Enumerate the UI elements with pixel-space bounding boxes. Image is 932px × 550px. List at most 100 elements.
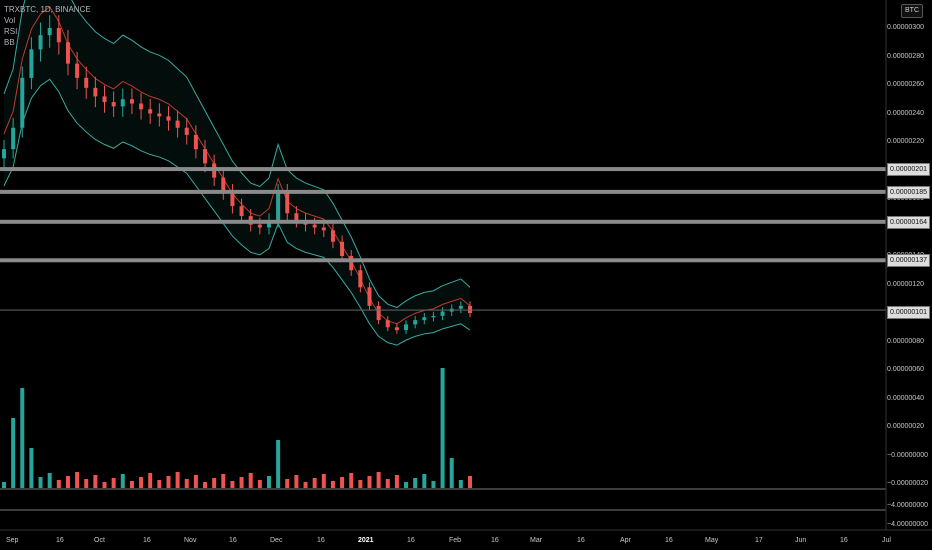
- candle-body: [139, 103, 144, 110]
- candle-body: [431, 315, 436, 318]
- volume-bar: [303, 482, 308, 488]
- candle-body: [257, 224, 262, 228]
- candle-body: [321, 227, 326, 231]
- candle-body: [358, 270, 363, 288]
- price-axis-label: 0.00000020: [887, 423, 924, 430]
- candle-body: [203, 149, 208, 164]
- volume-bar: [285, 479, 290, 488]
- volume-bar: [294, 475, 299, 488]
- time-axis-label: 2021: [358, 537, 374, 544]
- level-price-label: 0.00000164: [887, 215, 930, 229]
- price-axis-label: 0.00000260: [887, 81, 924, 88]
- time-axis-label: Oct: [94, 537, 105, 544]
- candle-body: [120, 99, 125, 107]
- candle-body: [111, 102, 116, 107]
- volume-bar: [75, 472, 80, 488]
- time-axis-label: Jul: [882, 537, 891, 544]
- time-axis-label: 16: [491, 537, 499, 544]
- volume-bar: [413, 478, 418, 488]
- time-axis-label: Nov: [184, 537, 197, 544]
- time-axis-label: 16: [143, 537, 151, 544]
- horizontal-levels[interactable]: [0, 167, 886, 311]
- level-price-label: 0.00000185: [887, 185, 930, 199]
- volume-bar: [404, 482, 409, 488]
- candle-body: [93, 87, 98, 97]
- volume-bar: [468, 476, 472, 488]
- time-axis-label: 17: [755, 537, 763, 544]
- time-axis-label: 16: [407, 537, 415, 544]
- horizontal-level-line[interactable]: [0, 258, 886, 263]
- volume-bar: [93, 475, 98, 488]
- volume-bar: [422, 474, 427, 488]
- price-axis-label: 0.00000060: [887, 366, 924, 373]
- candle-body: [175, 120, 180, 128]
- candle-body: [349, 256, 354, 271]
- time-axis-label: Feb: [449, 537, 462, 544]
- volume-bar: [321, 474, 326, 488]
- volume-bar: [449, 458, 454, 488]
- time-axis-label: Sep: [6, 537, 19, 544]
- candlestick-series: [2, 15, 472, 334]
- volume-bar: [139, 477, 144, 488]
- candle-body: [266, 220, 271, 228]
- volume-bar: [120, 474, 125, 488]
- currency-badge[interactable]: BTC: [901, 4, 923, 18]
- candle-body: [84, 77, 89, 88]
- price-axis-label: −0.00000020: [887, 480, 929, 487]
- price-axis-label: 0.00000080: [887, 337, 924, 345]
- volume-bar: [440, 368, 445, 488]
- horizontal-level-line[interactable]: [0, 189, 886, 194]
- level-price-label: 0.00000201: [887, 163, 930, 177]
- volume-indicator-label[interactable]: Vol: [4, 16, 16, 25]
- volume-bar: [394, 475, 399, 488]
- price-axis-label: −0.00000000: [887, 451, 929, 459]
- volume-bar: [166, 476, 171, 488]
- price-axis-label: 0.00000220: [887, 138, 924, 145]
- volume-bar: [111, 478, 116, 488]
- horizontal-level-line[interactable]: [0, 309, 886, 311]
- volume-bar: [148, 473, 153, 488]
- volume-bar: [239, 477, 244, 488]
- volume-bar: [376, 472, 381, 488]
- price-axis-label: 0.00000300: [887, 24, 924, 31]
- time-axis-label: 16: [229, 537, 237, 544]
- candle-body: [294, 213, 299, 221]
- candle-body: [38, 35, 43, 50]
- candle-body: [312, 224, 317, 228]
- volume-bar: [248, 473, 253, 488]
- bb-indicator-label[interactable]: BB: [4, 38, 15, 47]
- volume-bar: [157, 480, 162, 488]
- volume-bar: [276, 440, 281, 488]
- candle-body: [458, 305, 463, 309]
- candle-body: [276, 191, 281, 221]
- candle-body: [385, 320, 390, 328]
- horizontal-level-line[interactable]: [0, 219, 886, 224]
- candle-body: [2, 149, 6, 159]
- time-axis-label: Mar: [530, 537, 543, 544]
- horizontal-level-line[interactable]: [0, 167, 886, 172]
- symbol-title[interactable]: TRXBTC, 1D, BINANCE: [4, 5, 91, 14]
- price-axis-label: −4.00000000: [887, 502, 929, 509]
- volume-bar: [20, 388, 25, 488]
- candle-body: [422, 317, 427, 321]
- candle-body: [75, 63, 80, 78]
- rsi-indicator-label[interactable]: RSI: [4, 27, 18, 36]
- volume-bar: [312, 478, 317, 488]
- candle-body: [394, 327, 399, 331]
- candle-body: [157, 113, 162, 117]
- volume-bar: [340, 477, 345, 488]
- candle-body: [468, 305, 472, 313]
- price-axis-label: 0.00000120: [887, 280, 924, 288]
- volume-bar: [84, 479, 89, 488]
- price-axis-label: 0.00000040: [887, 394, 924, 402]
- candle-body: [330, 230, 335, 242]
- candle-body: [184, 127, 189, 135]
- candle-body: [129, 99, 134, 104]
- volume-bar: [367, 476, 372, 488]
- bollinger-bands: [3, 0, 471, 346]
- volume-bar: [193, 475, 198, 488]
- candle-body: [20, 77, 25, 128]
- volume-bar: [65, 476, 70, 488]
- bb-lower-line: [3, 78, 471, 346]
